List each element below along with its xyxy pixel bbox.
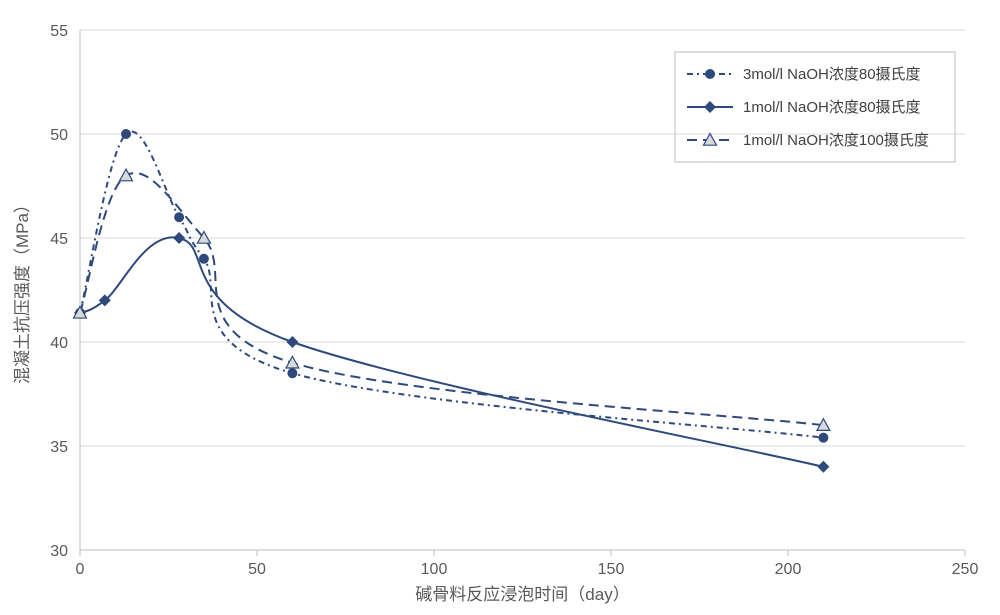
y-tick-label: 55: [50, 23, 68, 40]
marker-diamond: [286, 336, 298, 348]
chart-container: 30 35 40 45 50 55 0 50 100 150 200 250 碱骨料反应浸泡时间（day…: [0, 0, 1000, 610]
x-tick-label: 150: [598, 561, 625, 578]
marker-triangle: [120, 169, 133, 181]
marker-triangle: [286, 356, 299, 368]
legend-label-s1mol80: 1mol/l NaOH浓度80摄氏度: [743, 99, 921, 116]
marker-diamond: [817, 461, 829, 473]
marker-circle: [174, 212, 184, 222]
series-line-s1mol100: [80, 173, 823, 425]
marker-circle: [818, 433, 828, 443]
x-axis-title: 碱骨料反应浸泡时间（day）: [415, 585, 629, 604]
x-tick-label: 100: [421, 561, 448, 578]
y-tick-label: 40: [50, 335, 68, 352]
y-tick-label: 50: [50, 127, 68, 144]
x-tick-label: 50: [248, 561, 266, 578]
x-tick-label: 0: [76, 561, 85, 578]
y-tick-label: 30: [50, 543, 68, 560]
y-tick-label: 35: [50, 439, 68, 456]
marker-diamond: [704, 101, 716, 113]
marker-diamond: [173, 232, 185, 244]
x-tick-label: 200: [775, 561, 802, 578]
marker-circle: [199, 254, 209, 264]
legend-label-s3mol80: 3mol/l NaOH浓度80摄氏度: [743, 66, 921, 83]
x-tick-label: 250: [952, 561, 979, 578]
y-axis-title: 混凝土抗压强度（MPa）: [13, 196, 32, 384]
marker-circle: [121, 129, 131, 139]
series-line-s3mol80: [80, 132, 823, 438]
y-tick-label: 45: [50, 231, 68, 248]
chart-svg: 30 35 40 45 50 55 0 50 100 150 200 250 碱骨料反应浸泡时间（day…: [0, 0, 1000, 610]
marker-circle: [287, 368, 297, 378]
legend-label-s1mol100: 1mol/l NaOH浓度100摄氏度: [743, 132, 929, 149]
marker-circle: [705, 69, 715, 79]
series-line-s1mol80: [80, 237, 823, 466]
